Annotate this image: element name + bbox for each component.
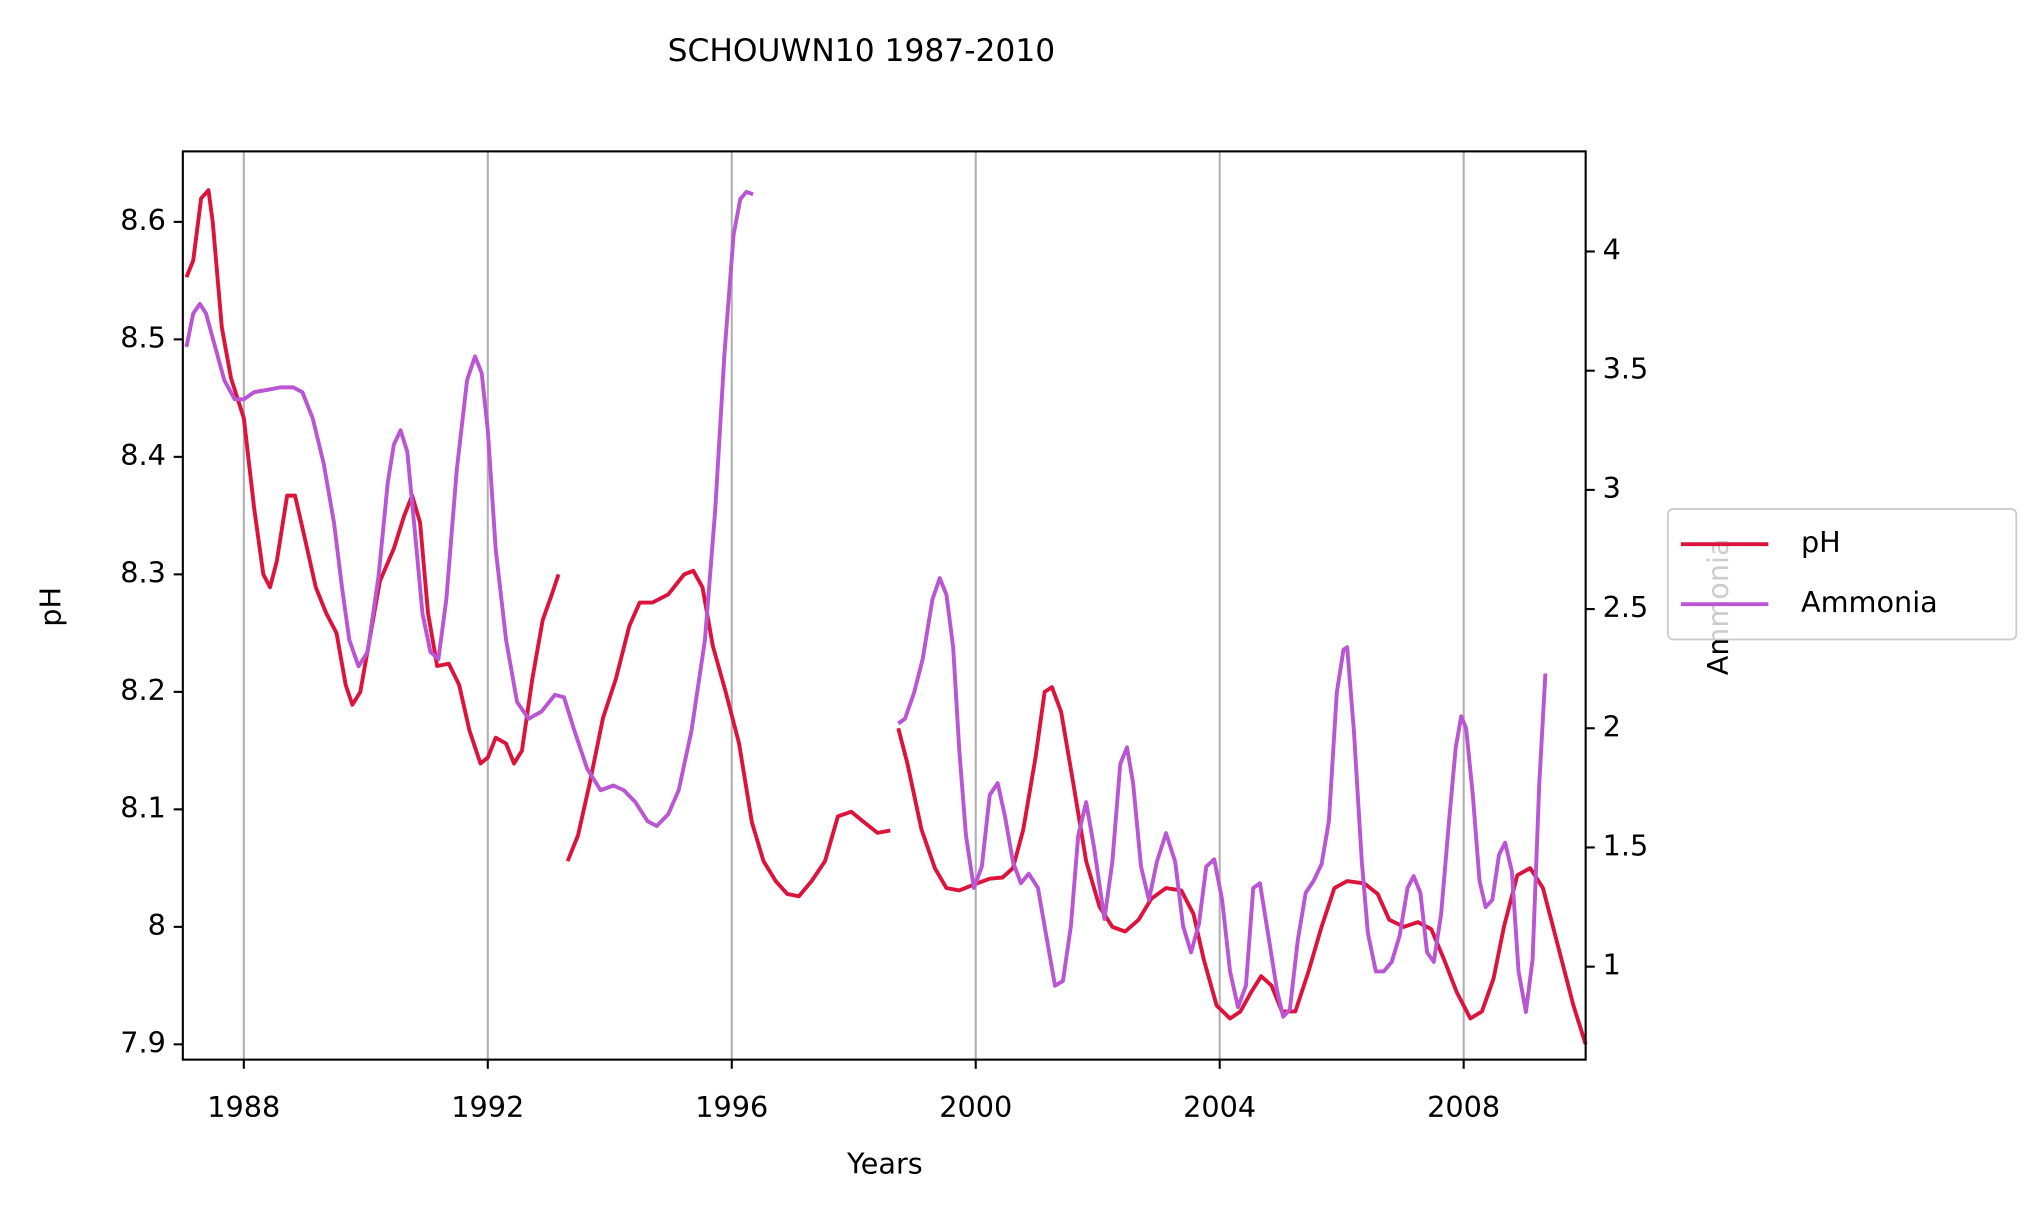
- x-tick-label: 2000: [939, 1090, 1012, 1124]
- legend-label: pH: [1801, 525, 1841, 559]
- y-tick-label: 8: [148, 908, 166, 942]
- legend: pH Ammonia: [1666, 508, 2018, 641]
- y-axis-label: pH: [33, 587, 67, 627]
- x-tick-label: 1996: [695, 1090, 768, 1124]
- y2-tick-label: 3: [1603, 471, 1621, 505]
- x-tick-label: 1988: [207, 1090, 280, 1124]
- y-tick-label: 8.1: [120, 790, 166, 824]
- x-tick-label: 2004: [1183, 1090, 1256, 1124]
- y-tick-label: 8.6: [120, 203, 166, 237]
- x-tick-label: 1992: [451, 1090, 524, 1124]
- data-line: [184, 189, 1548, 1019]
- y2-tick-label: 1: [1603, 948, 1621, 982]
- y2-tick-label: 1.5: [1603, 828, 1649, 862]
- y-tick-label: 8.5: [120, 320, 166, 354]
- y2-tick-label: 2.5: [1603, 590, 1649, 624]
- y-tick-label: 8.4: [120, 438, 166, 472]
- chart-title: SCHOUWN10 1987-2010: [668, 33, 1056, 69]
- y2-tick-label: 3.5: [1603, 352, 1649, 386]
- y-tick-label: 8.2: [120, 673, 166, 707]
- plot-frame: [181, 150, 1587, 1061]
- legend-label: Ammonia: [1801, 585, 1938, 619]
- x-tick-label: 2008: [1427, 1090, 1500, 1124]
- legend-box: [1666, 508, 2018, 641]
- y-tick-label: 8.3: [120, 555, 166, 589]
- x-axis-label: Years: [846, 1146, 923, 1180]
- y2-tick-label: 2: [1603, 709, 1621, 743]
- y2-tick-label: 4: [1603, 232, 1621, 266]
- y-tick-label: 7.9: [120, 1025, 166, 1059]
